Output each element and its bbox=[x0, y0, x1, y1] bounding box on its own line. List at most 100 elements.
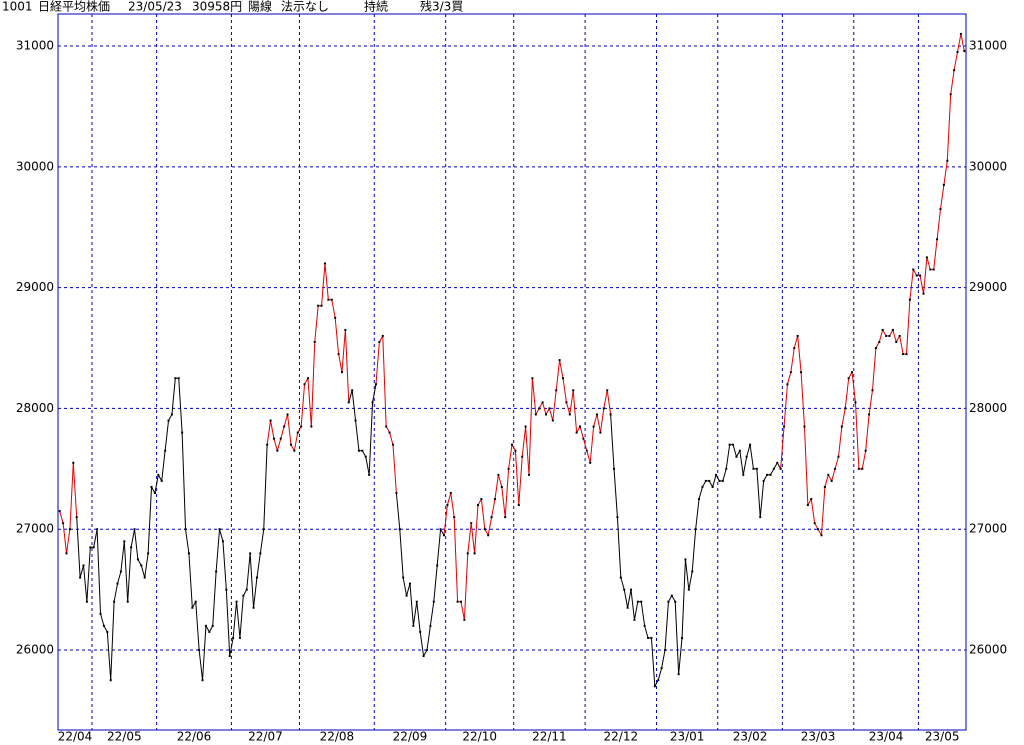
point bbox=[184, 528, 187, 531]
line-segment bbox=[344, 329, 350, 403]
line-segment bbox=[93, 529, 98, 548]
point bbox=[633, 618, 636, 621]
point bbox=[643, 624, 646, 627]
point bbox=[391, 443, 394, 446]
point bbox=[630, 588, 633, 591]
point bbox=[102, 624, 105, 627]
line-segment bbox=[953, 51, 958, 71]
line-segment bbox=[110, 601, 115, 681]
point bbox=[640, 600, 643, 603]
point bbox=[150, 485, 153, 488]
point bbox=[817, 528, 820, 531]
point bbox=[272, 437, 275, 440]
point bbox=[221, 540, 224, 543]
point bbox=[521, 455, 524, 458]
line-segment bbox=[514, 450, 520, 506]
line-segment bbox=[657, 668, 663, 681]
point bbox=[147, 552, 150, 555]
line-segment bbox=[453, 517, 459, 602]
point bbox=[919, 274, 922, 277]
point bbox=[653, 685, 656, 688]
point bbox=[235, 600, 238, 603]
point bbox=[517, 504, 520, 507]
point bbox=[487, 534, 490, 537]
point bbox=[874, 347, 877, 350]
line-segment bbox=[409, 583, 414, 626]
point bbox=[772, 467, 775, 470]
line-segment bbox=[579, 426, 584, 439]
point bbox=[694, 528, 697, 531]
point bbox=[317, 304, 320, 307]
line-segment bbox=[708, 480, 714, 488]
point bbox=[783, 425, 786, 428]
point bbox=[844, 407, 847, 410]
point bbox=[963, 50, 966, 53]
point bbox=[164, 449, 167, 452]
line-segment bbox=[603, 390, 608, 409]
point bbox=[670, 594, 673, 597]
point bbox=[687, 588, 690, 591]
point bbox=[786, 383, 789, 386]
point bbox=[313, 340, 316, 343]
point bbox=[85, 600, 88, 603]
point bbox=[681, 636, 684, 639]
point bbox=[337, 353, 340, 356]
line-segment bbox=[429, 601, 435, 626]
point bbox=[942, 183, 945, 186]
point bbox=[160, 479, 163, 482]
line-segment bbox=[378, 335, 384, 343]
line-segment bbox=[957, 33, 962, 53]
point bbox=[626, 606, 629, 609]
point bbox=[187, 552, 190, 555]
point bbox=[245, 588, 248, 591]
point bbox=[793, 347, 796, 350]
line-segment bbox=[926, 257, 931, 270]
point bbox=[507, 467, 510, 470]
line-segment bbox=[259, 529, 265, 554]
point bbox=[463, 618, 466, 621]
line-segment bbox=[62, 523, 67, 554]
point bbox=[136, 558, 139, 561]
line-segment bbox=[372, 384, 377, 403]
point bbox=[531, 377, 534, 380]
point bbox=[62, 522, 65, 525]
point bbox=[459, 600, 462, 603]
line-segment bbox=[487, 517, 493, 536]
point bbox=[650, 636, 653, 639]
line-segment bbox=[593, 414, 598, 427]
point bbox=[674, 600, 677, 603]
line-segment bbox=[181, 432, 187, 530]
line-segment bbox=[780, 426, 785, 469]
point bbox=[330, 298, 333, 301]
point bbox=[96, 528, 99, 531]
line-segment bbox=[368, 402, 374, 475]
line-segment bbox=[552, 390, 557, 421]
point bbox=[762, 479, 765, 482]
line-segment bbox=[899, 335, 904, 355]
line-segment bbox=[950, 70, 955, 95]
line-segment bbox=[242, 589, 248, 596]
line-segment bbox=[586, 450, 591, 463]
line-segment bbox=[463, 553, 469, 620]
point bbox=[902, 353, 905, 356]
line-segment bbox=[542, 402, 547, 415]
line-segment bbox=[715, 474, 720, 482]
line-segment bbox=[688, 571, 693, 590]
point bbox=[480, 498, 483, 501]
line-segment bbox=[120, 541, 125, 572]
point bbox=[511, 443, 513, 446]
point bbox=[813, 522, 816, 525]
line-segment bbox=[919, 275, 924, 294]
line-segment bbox=[739, 450, 744, 475]
line-segment bbox=[599, 408, 605, 433]
line-segment bbox=[338, 353, 343, 373]
line-segment bbox=[681, 559, 686, 638]
point bbox=[834, 467, 837, 470]
point bbox=[194, 600, 197, 603]
point bbox=[174, 377, 177, 380]
line-segment bbox=[722, 468, 727, 482]
line-segment bbox=[569, 390, 574, 415]
line-segment bbox=[385, 426, 391, 433]
point bbox=[932, 268, 935, 271]
point bbox=[283, 425, 286, 428]
